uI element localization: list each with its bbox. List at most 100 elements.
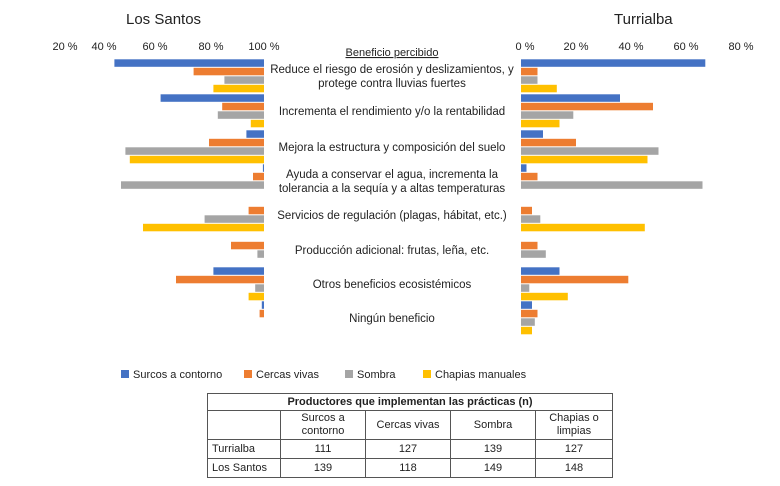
table-cell: 148 [535,458,613,478]
bar-los-santos-surcos-a-contorno-7 [261,301,264,309]
tick-label-left: 20 % [52,41,77,53]
bar-turrialba-sombra-5 [521,250,546,258]
bar-turrialba-cercas-vivas-0 [521,67,538,76]
bar-los-santos-chapias-manuales-6 [248,292,264,301]
producers-table: Productores que implementan las práctica… [207,393,613,478]
bar-los-santos-surcos-a-contorno-0 [114,59,265,67]
bar-turrialba-surcos-a-contorno-6 [521,267,560,275]
bar-turrialba-cercas-vivas-2 [521,138,576,147]
table-row: Turrialba 111 127 139 127 [207,439,613,459]
table-cell: 127 [365,439,451,459]
bar-turrialba-surcos-a-contorno-7 [521,301,532,309]
table-column-header: Surcos a contorno [280,410,366,440]
bar-los-santos-cercas-vivas-5 [231,241,264,250]
bar-los-santos-cercas-vivas-4 [248,206,264,215]
bar-los-santos-sombra-5 [257,250,264,258]
bar-turrialba-chapias-manuales-7 [521,326,532,335]
tick-label-left: 60 % [142,41,167,53]
tick-label-left: 40 % [91,41,116,53]
bar-turrialba-surcos-a-contorno-2 [521,130,543,138]
tick-label-right: 80 % [728,41,753,53]
bar-los-santos-cercas-vivas-6 [176,275,264,284]
bar-turrialba-sombra-6 [521,284,530,292]
bar-turrialba-chapias-manuales-4 [521,223,645,232]
bar-turrialba-cercas-vivas-4 [521,206,532,215]
table-cell: 111 [280,439,366,459]
table-cell: 149 [450,458,536,478]
legend-label-surcos-a-contorno: Surcos a contorno [133,369,222,381]
bar-los-santos-sombra-6 [255,284,264,292]
bar-los-santos-cercas-vivas-3 [253,172,264,181]
benefit-chart: Los Santos Turrialba 20 % 40 % 60 % 80 % 100 … [52,11,753,381]
bar-los-santos-cercas-vivas-0 [193,67,264,76]
category-label: Reduce el riesgo de erosión y deslizamie… [270,64,514,90]
bar-turrialba-sombra-0 [521,76,538,84]
bar-turrialba-surcos-a-contorno-3 [521,164,527,172]
axis-ticks: 20 % 40 % 60 % 80 % 100 % 0 % 20 % 40 % 60 % 80 % [52,41,753,53]
bar-los-santos-sombra-1 [217,111,264,119]
bar-los-santos-cercas-vivas-2 [209,138,264,147]
category-label: Mejora la estructura y composición del s… [279,142,506,154]
legend-swatch-cercas-vivas [244,370,252,378]
bar-los-santos-sombra-2 [125,147,265,155]
table-title: Productores que implementan las práctica… [207,393,613,411]
bar-turrialba-chapias-manuales-0 [521,84,557,93]
bar-los-santos-cercas-vivas-1 [222,102,264,111]
bar-turrialba-sombra-4 [521,215,541,223]
tick-label-right: 0 % [516,41,535,53]
bar-turrialba-chapias-manuales-1 [521,119,560,128]
table-row-label: Turrialba [207,439,281,459]
bar-turrialba-surcos-a-contorno-1 [521,94,620,102]
bar-turrialba-surcos-a-contorno-0 [521,59,706,67]
bar-turrialba-sombra-7 [521,318,535,326]
table-row-label: Los Santos [207,458,281,478]
bar-los-santos-surcos-a-contorno-6 [213,267,264,275]
bar-turrialba-cercas-vivas-5 [521,241,538,250]
tick-label-right: 60 % [673,41,698,53]
bar-los-santos-surcos-a-contorno-2 [246,130,264,138]
categories-header: Beneficio percibido [346,47,439,59]
category-label: Producción adicional: frutas, leña, etc. [295,245,489,257]
bar-turrialba-cercas-vivas-7 [521,309,538,318]
panel-title-turrialba: Turrialba [614,11,673,28]
table-cell: 139 [280,458,366,478]
table-cell: 127 [535,439,613,459]
legend-label-sombra: Sombra [357,369,396,381]
bar-los-santos-surcos-a-contorno-3 [262,164,264,172]
tick-label-right: 40 % [618,41,643,53]
legend-label-chapias-manuales: Chapias manuales [435,369,527,381]
bar-los-santos-sombra-0 [224,76,264,84]
bar-los-santos-chapias-manuales-4 [143,223,264,232]
tick-label-left: 100 % [248,41,279,53]
bar-turrialba-sombra-2 [521,147,659,155]
legend-label-cercas-vivas: Cercas vivas [256,369,319,381]
category-labels: Beneficio percibido Reduce el riesgo de e… [270,47,514,325]
legend: Surcos a contorno Cercas vivas Sombra Chapi… [121,369,527,381]
category-label: Ningún beneficio [349,313,435,325]
legend-swatch-sombra [345,370,353,378]
table-row: Los Santos 139 118 149 148 [207,458,613,478]
bar-los-santos-surcos-a-contorno-1 [160,94,264,102]
bar-turrialba-cercas-vivas-1 [521,102,653,111]
table-header-row: Surcos a contorno Cercas vivas Sombra Chapia… [207,410,613,440]
bar-turrialba-sombra-3 [521,181,703,189]
bar-los-santos-cercas-vivas-7 [259,309,264,318]
table-cell: 118 [365,458,451,478]
bar-los-santos-chapias-manuales-2 [129,155,264,164]
category-label: Ayuda a conservar el agua, incrementa la… [279,169,506,195]
category-label: Otros beneficios ecosistémicos [313,279,472,291]
bar-los-santos-sombra-4 [204,215,264,223]
tick-label-left: 80 % [198,41,223,53]
table-column-header: Cercas vivas [365,410,451,440]
table-column-header: Sombra [450,410,536,440]
category-label: Servicios de regulación (plagas, hábitat… [277,210,507,222]
legend-swatch-chapias-manuales [423,370,431,378]
table-corner [207,410,281,440]
panel-title-los-santos: Los Santos [126,11,201,28]
bar-los-santos-sombra-3 [121,181,264,189]
bar-los-santos-chapias-manuales-1 [250,119,264,128]
bar-turrialba-chapias-manuales-2 [521,155,648,164]
category-label: Incrementa el rendimiento y/o la rentabi… [279,106,505,118]
table-column-header: Chapias o limpias [535,410,613,440]
bar-turrialba-sombra-1 [521,111,574,119]
